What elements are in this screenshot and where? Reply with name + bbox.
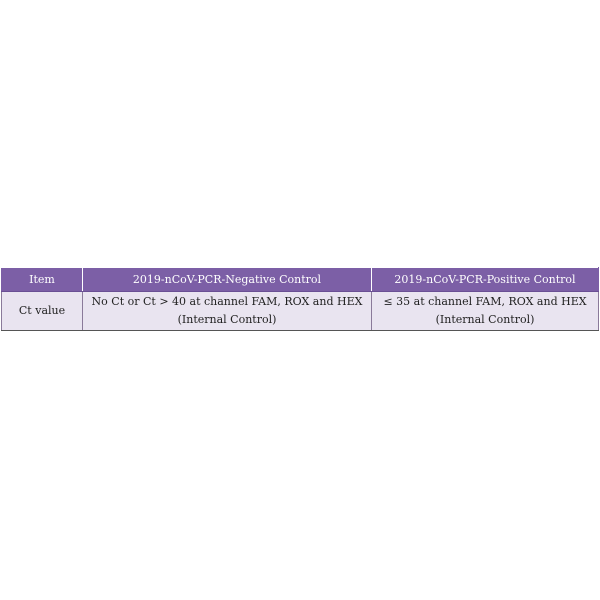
header-negative-control: 2019-nCoV-PCR-Negative Control [82,267,372,292]
table-header-row: Item 2019-nCoV-PCR-Negative Control 2019… [1,267,599,292]
control-criteria-table: Item 2019-nCoV-PCR-Negative Control 2019… [1,267,599,331]
header-positive-control: 2019-nCoV-PCR-Positive Control [371,267,599,292]
header-item: Item [1,267,83,292]
positive-line-1: ≤ 35 at channel FAM, ROX and HEX [383,295,587,308]
table-row: Ct value No Ct or Ct > 40 at channel FAM… [1,291,599,331]
cell-negative-control: No Ct or Ct > 40 at channel FAM, ROX and… [82,291,372,331]
cell-item: Ct value [1,291,83,331]
negative-line-2: (Internal Control) [177,313,277,326]
positive-line-2: (Internal Control) [435,313,535,326]
negative-line-1: No Ct or Ct > 40 at channel FAM, ROX and… [91,295,363,308]
cell-positive-control: ≤ 35 at channel FAM, ROX and HEX (Intern… [371,291,599,331]
